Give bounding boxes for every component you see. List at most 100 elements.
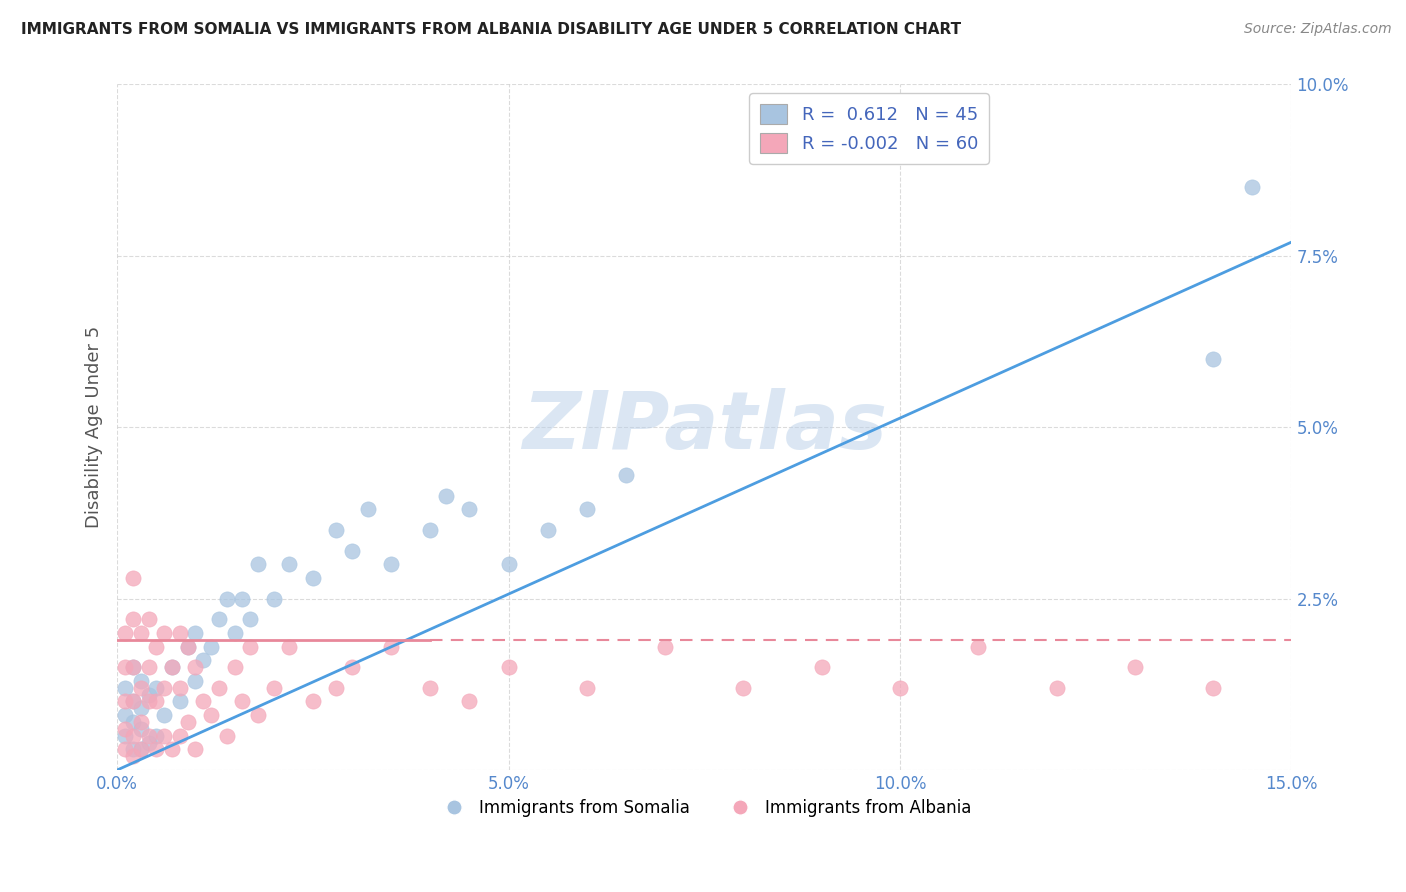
Point	[340, 660, 363, 674]
Point	[176, 714, 198, 729]
Point	[215, 591, 238, 606]
Point	[121, 612, 143, 626]
Point	[114, 742, 136, 756]
Point	[114, 660, 136, 674]
Point	[129, 681, 152, 695]
Point	[239, 640, 262, 654]
Point	[340, 543, 363, 558]
Point	[114, 722, 136, 736]
Point	[153, 681, 176, 695]
Point	[121, 694, 143, 708]
Point	[302, 571, 325, 585]
Point	[129, 722, 152, 736]
Point	[1123, 660, 1146, 674]
Point	[231, 591, 253, 606]
Point	[278, 640, 301, 654]
Point	[302, 694, 325, 708]
Point	[247, 708, 270, 723]
Point	[263, 681, 285, 695]
Point	[138, 660, 160, 674]
Text: Source: ZipAtlas.com: Source: ZipAtlas.com	[1244, 22, 1392, 37]
Point	[129, 742, 152, 756]
Point	[121, 694, 143, 708]
Point	[810, 660, 832, 674]
Point	[160, 660, 183, 674]
Point	[247, 558, 270, 572]
Point	[614, 468, 637, 483]
Point	[193, 653, 215, 667]
Point	[145, 729, 167, 743]
Point	[114, 626, 136, 640]
Text: ZIPatlas: ZIPatlas	[522, 388, 887, 467]
Point	[498, 558, 520, 572]
Point	[121, 749, 143, 764]
Point	[184, 626, 207, 640]
Point	[145, 742, 167, 756]
Point	[419, 681, 441, 695]
Point	[145, 681, 167, 695]
Point	[889, 681, 911, 695]
Point	[160, 742, 183, 756]
Point	[114, 681, 136, 695]
Point	[138, 735, 160, 749]
Point	[121, 729, 143, 743]
Point	[278, 558, 301, 572]
Point	[208, 612, 231, 626]
Point	[184, 660, 207, 674]
Point	[160, 660, 183, 674]
Point	[184, 673, 207, 688]
Point	[129, 714, 152, 729]
Point	[1241, 180, 1264, 194]
Point	[169, 681, 191, 695]
Point	[208, 681, 231, 695]
Point	[138, 729, 160, 743]
Point	[1045, 681, 1067, 695]
Point	[380, 558, 402, 572]
Point	[129, 626, 152, 640]
Point	[169, 729, 191, 743]
Point	[224, 626, 246, 640]
Point	[114, 729, 136, 743]
Point	[121, 571, 143, 585]
Point	[215, 729, 238, 743]
Point	[145, 640, 167, 654]
Point	[121, 742, 143, 756]
Point	[537, 523, 560, 537]
Text: IMMIGRANTS FROM SOMALIA VS IMMIGRANTS FROM ALBANIA DISABILITY AGE UNDER 5 CORREL: IMMIGRANTS FROM SOMALIA VS IMMIGRANTS FR…	[21, 22, 962, 37]
Point	[325, 523, 347, 537]
Point	[357, 502, 380, 516]
Point	[153, 626, 176, 640]
Point	[114, 708, 136, 723]
Point	[153, 729, 176, 743]
Point	[145, 694, 167, 708]
Point	[153, 708, 176, 723]
Point	[733, 681, 755, 695]
Point	[169, 626, 191, 640]
Point	[434, 489, 457, 503]
Point	[138, 612, 160, 626]
Point	[121, 660, 143, 674]
Point	[575, 502, 598, 516]
Point	[200, 708, 222, 723]
Point	[575, 681, 598, 695]
Point	[129, 742, 152, 756]
Point	[654, 640, 676, 654]
Point	[121, 660, 143, 674]
Point	[458, 694, 481, 708]
Point	[138, 688, 160, 702]
Point	[224, 660, 246, 674]
Point	[121, 714, 143, 729]
Point	[129, 701, 152, 715]
Point	[380, 640, 402, 654]
Point	[325, 681, 347, 695]
Point	[129, 673, 152, 688]
Point	[176, 640, 198, 654]
Point	[231, 694, 253, 708]
Point	[967, 640, 990, 654]
Point	[138, 694, 160, 708]
Y-axis label: Disability Age Under 5: Disability Age Under 5	[86, 326, 103, 528]
Point	[169, 694, 191, 708]
Point	[263, 591, 285, 606]
Point	[176, 640, 198, 654]
Point	[419, 523, 441, 537]
